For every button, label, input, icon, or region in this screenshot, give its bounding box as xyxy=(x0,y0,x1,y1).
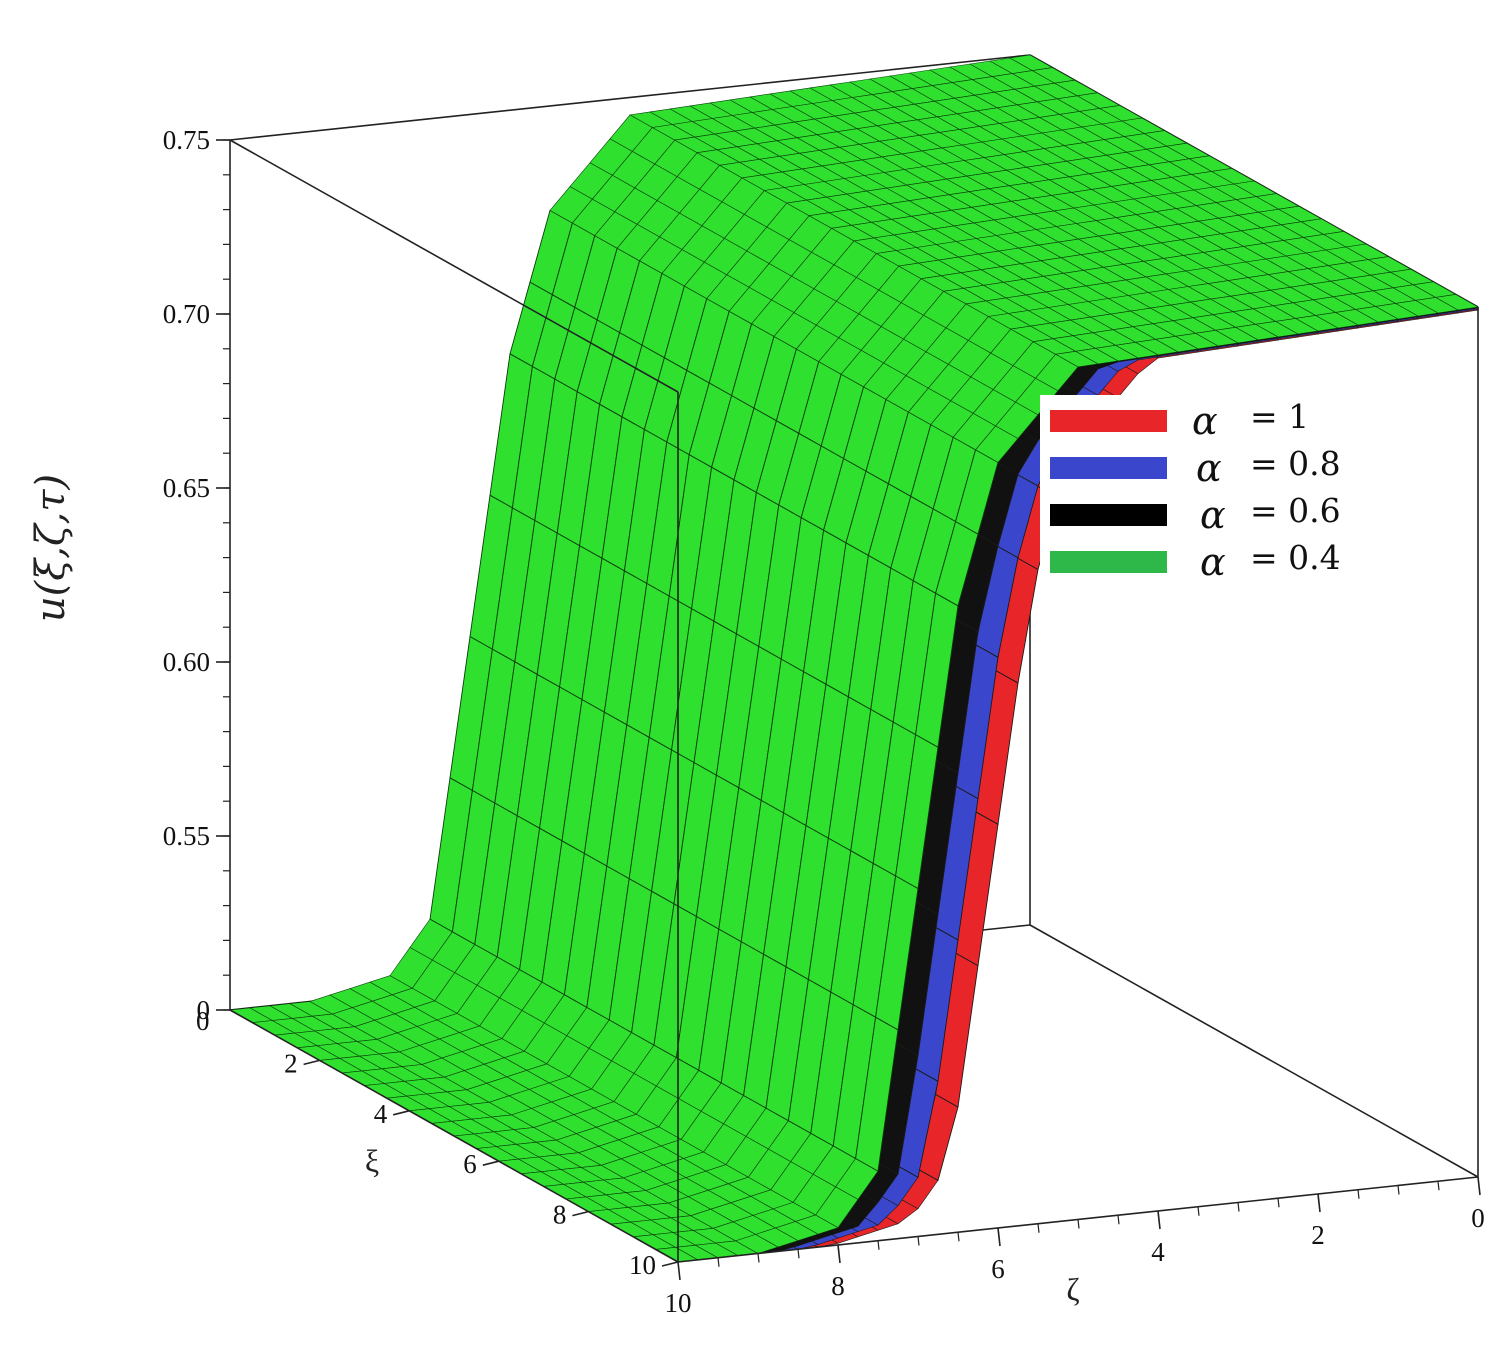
surface-cell xyxy=(1434,294,1479,311)
legend-swatch xyxy=(1050,457,1167,479)
z-tick-label: 0.60 xyxy=(163,647,210,677)
xi-tick-mark xyxy=(303,1059,320,1066)
xi-tick-mark xyxy=(661,1261,679,1267)
origin-tick-label: 0 xyxy=(196,1006,210,1036)
legend-symbol: α xyxy=(1192,399,1218,443)
zeta-minor-tick xyxy=(1077,1219,1080,1229)
legend-value: = 0.8 xyxy=(1250,444,1341,483)
zeta-minor-tick xyxy=(757,1253,760,1263)
box-edge xyxy=(1029,924,1479,1178)
surface-series xyxy=(229,54,1479,1263)
zeta-axis-label: ζ xyxy=(1066,1271,1079,1307)
z-tick-label: 0 xyxy=(197,995,211,1025)
zeta-tick-label: 6 xyxy=(991,1254,1005,1284)
zeta-tick-label: 4 xyxy=(1151,1237,1165,1267)
z-axis-label: u(ξ,ζ,τ) xyxy=(28,474,74,622)
zeta-minor-tick xyxy=(1437,1181,1440,1191)
zeta-tick-mark xyxy=(1477,1176,1481,1196)
z-tick-label: 0.65 xyxy=(163,473,210,503)
zeta-minor-tick xyxy=(917,1236,920,1246)
xi-tick-label: 6 xyxy=(463,1149,477,1179)
surface-layer xyxy=(229,54,1479,1263)
zeta-tick-label: 0 xyxy=(1471,1203,1485,1233)
legend-value: = 0.6 xyxy=(1250,491,1341,530)
legend-symbol: α xyxy=(1200,493,1226,537)
zeta-minor-tick xyxy=(1037,1223,1040,1233)
xi-tick-label: 8 xyxy=(553,1200,567,1230)
legend: α = 1 α = 0.8 α = 0.6 α = 0.4 xyxy=(1040,395,1360,584)
zeta-tick-mark xyxy=(677,1261,681,1281)
zeta-minor-tick xyxy=(997,1227,1000,1238)
xi-tick-mark xyxy=(393,1110,410,1116)
xi-tick-mark xyxy=(572,1210,589,1217)
zeta-minor-tick xyxy=(717,1257,720,1267)
legend-symbol: α xyxy=(1196,446,1222,490)
legend-swatch xyxy=(1050,551,1167,573)
zeta-tick-label: 2 xyxy=(1311,1220,1325,1250)
zeta-tick-label: 8 xyxy=(831,1271,845,1301)
legend-value: = 0.4 xyxy=(1250,538,1341,577)
legend-swatch xyxy=(1050,410,1167,432)
zeta-minor-tick xyxy=(797,1249,800,1259)
xi-tick-label: 4 xyxy=(374,1099,388,1129)
legend-swatch xyxy=(1050,504,1167,526)
z-tick-label: 0.75 xyxy=(163,125,210,155)
xi-tick-label: 10 xyxy=(629,1250,656,1280)
zeta-minor-tick xyxy=(957,1232,960,1242)
box-edge xyxy=(229,139,679,393)
zeta-minor-tick xyxy=(1157,1210,1160,1221)
z-tick-label: 0.70 xyxy=(163,299,210,329)
axis-ticks: 0 0.55 0.60 0.65 0.70 0.75 2 4 6 8 10 0 10 8 6 4 2 0 xyxy=(163,125,1485,1318)
zeta-minor-tick xyxy=(1357,1189,1360,1199)
zeta-minor-tick xyxy=(837,1244,840,1255)
zeta-minor-tick xyxy=(1277,1198,1280,1208)
zeta-minor-tick xyxy=(1197,1206,1200,1216)
xi-tick-mark xyxy=(482,1160,499,1166)
box-edge xyxy=(229,54,1031,141)
xi-axis-label: ξ xyxy=(365,1143,379,1179)
zeta-minor-tick xyxy=(877,1240,880,1250)
box-edge xyxy=(229,1009,679,1263)
xi-tick-label: 2 xyxy=(284,1048,298,1078)
zeta-minor-tick xyxy=(1237,1202,1240,1212)
legend-value: = 1 xyxy=(1250,397,1309,436)
zeta-tick-label: 10 xyxy=(665,1288,692,1318)
zeta-minor-tick xyxy=(1117,1215,1120,1225)
zeta-minor-tick xyxy=(1317,1193,1320,1204)
legend-symbol: α xyxy=(1200,540,1226,584)
z-tick-label: 0.55 xyxy=(163,821,210,851)
zeta-minor-tick xyxy=(1397,1185,1400,1195)
